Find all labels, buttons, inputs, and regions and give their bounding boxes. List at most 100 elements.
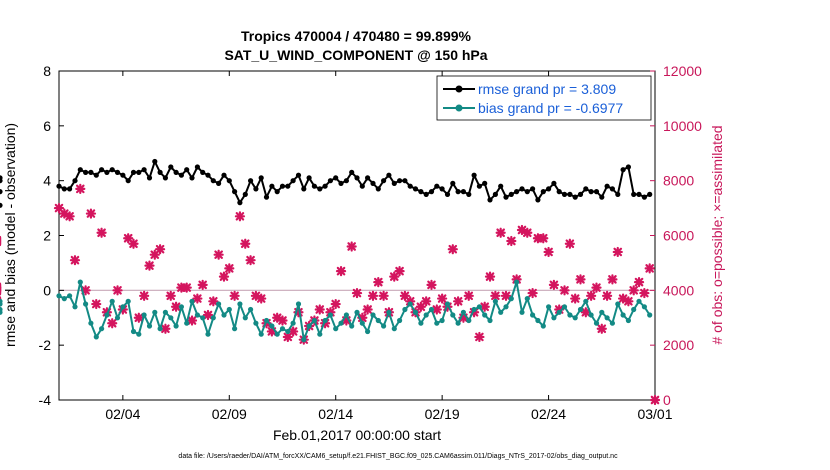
bias-point <box>114 315 121 321</box>
rmse-point <box>130 169 137 175</box>
rmse-point <box>269 183 275 189</box>
bias-point <box>72 304 78 310</box>
bias-point <box>471 306 477 313</box>
obs-count-marker <box>96 227 107 238</box>
bias-point <box>232 326 238 332</box>
bias-point <box>487 317 493 324</box>
bias-point <box>625 317 632 324</box>
bias-point <box>173 323 179 329</box>
obs-count-marker <box>335 266 347 277</box>
rmse-point <box>636 191 642 197</box>
rmse-point <box>83 169 89 175</box>
obs-count-marker <box>559 285 570 296</box>
rmse-point <box>210 178 216 184</box>
rmse-point <box>620 167 626 173</box>
rmse-point <box>609 186 616 192</box>
rmse-point <box>428 189 435 195</box>
data-file-footnote: data file: /Users/raeder/DAI/ATM_forcXX/… <box>178 453 618 460</box>
obs-count-marker <box>234 211 246 222</box>
obs-count-marker <box>633 277 645 288</box>
obs-count-marker <box>596 323 607 334</box>
rmse-point <box>402 178 408 184</box>
bias-point <box>514 279 520 285</box>
obs-count-marker <box>282 331 293 343</box>
rmse-point <box>152 158 158 165</box>
bias-point <box>99 326 105 332</box>
bias-point <box>61 296 67 302</box>
bias-point <box>381 323 387 329</box>
rmse-point <box>625 164 632 170</box>
bias-point <box>519 309 525 315</box>
rmse-point <box>588 189 594 195</box>
bias-point <box>365 328 371 335</box>
bias-point <box>290 320 296 326</box>
rmse-point <box>561 191 568 197</box>
obs-count-marker <box>495 227 506 238</box>
obs-count-marker <box>240 238 251 249</box>
rmse-point <box>141 167 147 173</box>
bias-point <box>178 304 184 310</box>
bias-point <box>0 301 3 307</box>
y-tick-label: 6 <box>43 118 51 134</box>
rmse-point <box>572 194 578 200</box>
bias-point <box>162 309 168 315</box>
rmse-point <box>279 183 286 189</box>
obs-count-marker <box>575 274 586 285</box>
x-tick-label: 02/24 <box>531 406 566 422</box>
bias-point <box>157 326 163 332</box>
rmse-point <box>593 189 600 195</box>
bias-point <box>588 312 594 318</box>
bias-point <box>583 298 589 304</box>
rmse-point <box>173 169 179 175</box>
x-axis-label: Feb.01,2017 00:00:00 start <box>273 427 441 443</box>
rmse-point <box>354 175 360 181</box>
obs-count-marker <box>500 290 512 301</box>
bias-point <box>412 309 419 315</box>
obs-count-marker <box>128 238 139 249</box>
obs-count-marker <box>85 208 97 219</box>
obs-count-marker <box>527 287 538 299</box>
rmse-point <box>577 191 584 197</box>
rmse-point <box>407 183 413 189</box>
obs-count-marker <box>288 326 299 337</box>
rmse-point <box>237 200 243 206</box>
bias-point <box>184 320 190 326</box>
obs-count-marker <box>639 287 650 299</box>
obs-count-marker <box>580 307 591 318</box>
obs-count-marker <box>421 296 432 307</box>
bias-point <box>455 320 461 326</box>
obs-count-marker <box>538 233 549 244</box>
bias-point <box>104 312 110 318</box>
obs-count-marker <box>479 301 490 312</box>
rmse-point <box>242 191 248 197</box>
bias-point <box>109 298 115 304</box>
obs-count-marker <box>64 211 75 222</box>
obs-count-marker <box>165 290 176 301</box>
rmse-point <box>583 186 589 192</box>
rmse-point <box>466 191 472 197</box>
rmse-point <box>274 189 280 195</box>
bias-point <box>279 326 286 332</box>
rmse-point <box>56 183 62 189</box>
y-right-tick-label: 2000 <box>663 337 694 353</box>
rmse-point <box>487 197 493 203</box>
rmse-point <box>221 172 227 178</box>
bias-point <box>200 315 206 321</box>
rmse-point <box>535 197 541 203</box>
obs-count-marker <box>330 298 341 310</box>
rmse-point <box>114 169 121 175</box>
rmse-point <box>327 178 333 184</box>
bias-point <box>67 293 73 299</box>
rmse-series <box>0 158 653 208</box>
y-tick-label: 2 <box>43 228 51 244</box>
y-right-tick-label: 4000 <box>663 282 694 298</box>
bias-point <box>216 301 222 307</box>
y-right-tick-label: 0 <box>663 392 671 408</box>
rmse-point <box>556 189 562 195</box>
bias-point <box>237 301 243 307</box>
rmse-point <box>311 183 317 189</box>
obs-count-marker <box>484 271 496 282</box>
rmse-point <box>503 194 509 200</box>
y-tick-label: 4 <box>43 173 51 189</box>
rmse-point <box>263 194 270 200</box>
